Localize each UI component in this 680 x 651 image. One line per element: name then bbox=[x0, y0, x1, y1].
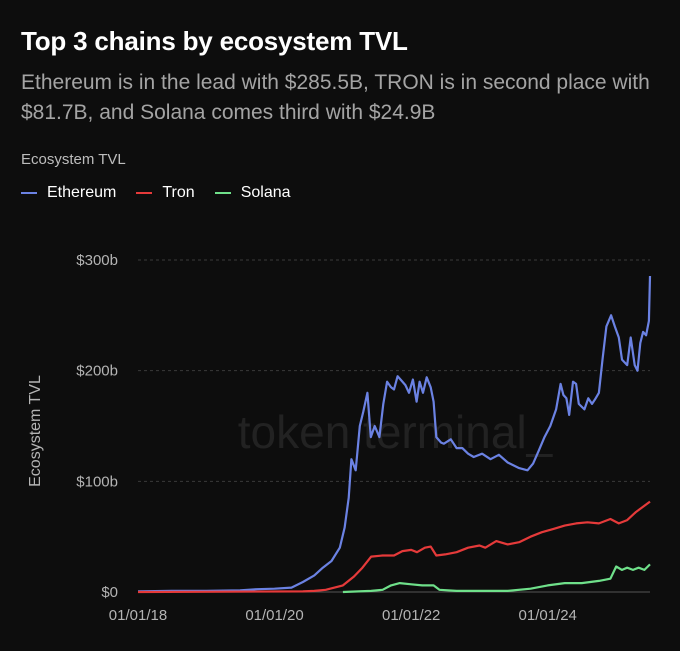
x-tick-label: 01/01/18 bbox=[109, 607, 167, 624]
legend-item-solana[interactable]: Solana bbox=[214, 184, 291, 202]
x-axis-ticks: 01/01/18 01/01/20 01/01/22 01/01/24 bbox=[109, 607, 577, 624]
legend-label-tron: Tron bbox=[162, 184, 195, 201]
legend-label-ethereum: Ethereum bbox=[47, 184, 117, 201]
x-tick-label: 01/01/24 bbox=[519, 607, 577, 624]
y-tick-label: $0 bbox=[101, 584, 118, 601]
y-tick-label: $200b bbox=[76, 363, 118, 380]
watermark: token terminal_ bbox=[238, 406, 554, 458]
x-tick-label: 01/01/20 bbox=[245, 607, 303, 624]
legend-item-ethereum[interactable]: Ethereum bbox=[21, 184, 116, 202]
series-line-tron bbox=[137, 500, 651, 594]
series-line-ethereum bbox=[137, 275, 652, 593]
series-line-solana bbox=[342, 563, 651, 594]
legend-title: Ecosystem TVL bbox=[21, 151, 126, 168]
y-axis-label: Ecosystem TVL bbox=[27, 375, 44, 487]
series-lines bbox=[137, 275, 652, 594]
legend-swatch-ethereum bbox=[21, 192, 37, 194]
legend: Ethereum Tron Solana bbox=[21, 184, 311, 202]
legend-item-tron[interactable]: Tron bbox=[136, 184, 195, 202]
y-tick-label: $300b bbox=[76, 252, 118, 269]
y-tick-label: $100b bbox=[76, 473, 118, 490]
chart-title: Top 3 chains by ecosystem TVL bbox=[21, 26, 408, 56]
legend-label-solana: Solana bbox=[240, 184, 291, 201]
x-tick-label: 01/01/22 bbox=[382, 607, 440, 624]
chart-subtitle: Ethereum is in the lead with $285.5B, TR… bbox=[21, 71, 650, 124]
y-axis-ticks: $0 $100b $200b $300b bbox=[76, 252, 118, 601]
legend-swatch-solana bbox=[214, 192, 231, 194]
legend-swatch-tron bbox=[136, 192, 153, 194]
